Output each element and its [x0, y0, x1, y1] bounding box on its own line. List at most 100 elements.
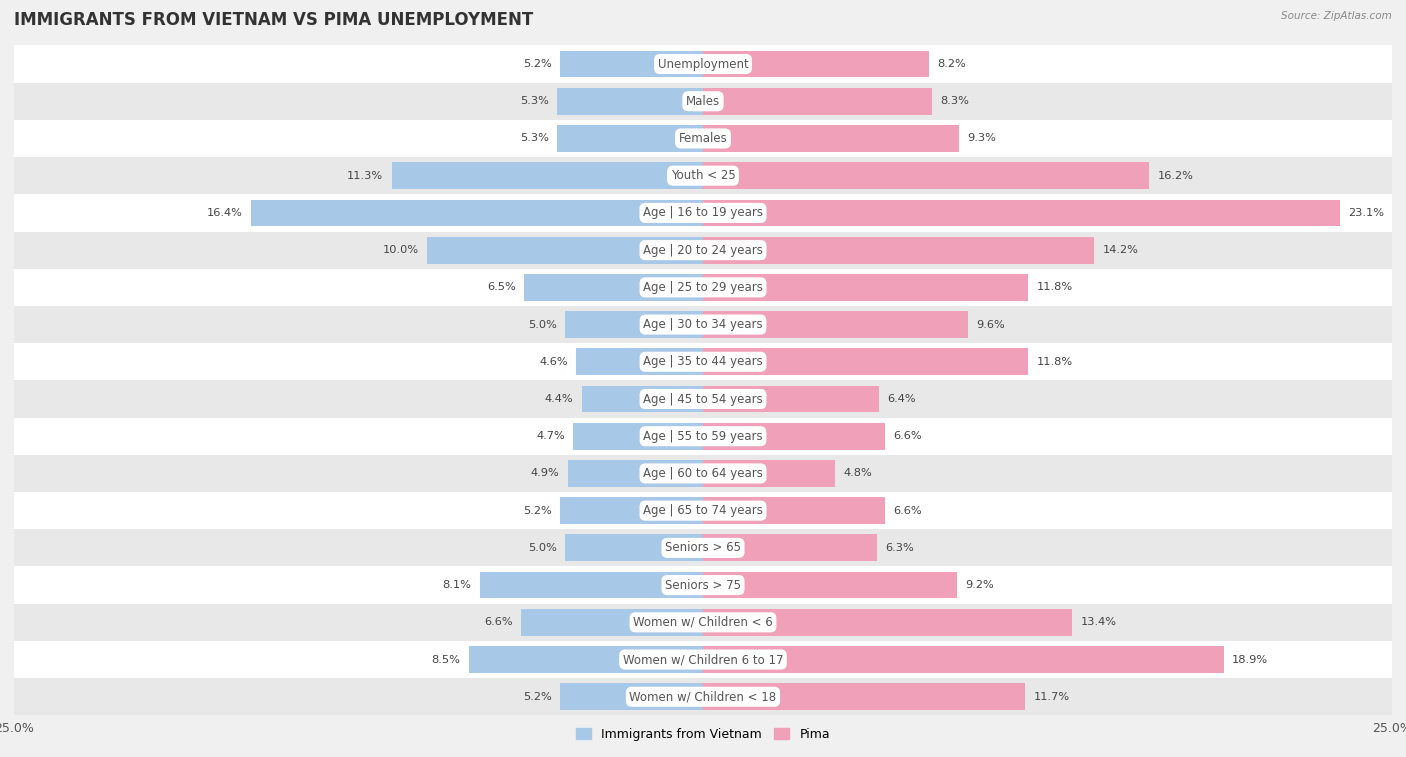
Text: 23.1%: 23.1%	[1348, 208, 1384, 218]
Bar	[522, 609, 703, 636]
Bar	[576, 348, 703, 375]
Text: Unemployment: Unemployment	[658, 58, 748, 70]
Text: Age | 65 to 74 years: Age | 65 to 74 years	[643, 504, 763, 517]
Text: Males: Males	[686, 95, 720, 107]
Bar	[14, 566, 1392, 604]
Bar	[14, 529, 1392, 566]
Text: 4.6%: 4.6%	[540, 357, 568, 367]
Bar	[557, 125, 703, 152]
Bar	[479, 572, 703, 599]
Bar	[703, 162, 1150, 189]
Text: Age | 35 to 44 years: Age | 35 to 44 years	[643, 355, 763, 369]
Bar	[703, 646, 1223, 673]
Bar	[703, 51, 929, 77]
Bar	[524, 274, 703, 301]
Bar	[14, 492, 1392, 529]
Text: 11.7%: 11.7%	[1033, 692, 1070, 702]
Text: 5.2%: 5.2%	[523, 692, 551, 702]
Text: IMMIGRANTS FROM VIETNAM VS PIMA UNEMPLOYMENT: IMMIGRANTS FROM VIETNAM VS PIMA UNEMPLOY…	[14, 11, 533, 30]
Text: 4.8%: 4.8%	[844, 469, 872, 478]
Text: Women w/ Children 6 to 17: Women w/ Children 6 to 17	[623, 653, 783, 666]
Text: Age | 16 to 19 years: Age | 16 to 19 years	[643, 207, 763, 220]
Bar	[557, 88, 703, 114]
Bar	[14, 232, 1392, 269]
Text: 16.4%: 16.4%	[207, 208, 243, 218]
Bar	[14, 306, 1392, 343]
Bar	[560, 51, 703, 77]
Legend: Immigrants from Vietnam, Pima: Immigrants from Vietnam, Pima	[571, 723, 835, 746]
Text: 11.3%: 11.3%	[347, 170, 384, 181]
Text: 6.4%: 6.4%	[887, 394, 917, 404]
Bar	[468, 646, 703, 673]
Bar	[560, 684, 703, 710]
Text: 13.4%: 13.4%	[1081, 617, 1116, 628]
Bar	[703, 200, 1340, 226]
Text: 5.0%: 5.0%	[529, 319, 557, 329]
Text: 9.2%: 9.2%	[965, 580, 994, 590]
Bar	[14, 269, 1392, 306]
Bar	[703, 237, 1094, 263]
Text: 14.2%: 14.2%	[1102, 245, 1139, 255]
Bar	[14, 157, 1392, 195]
Bar	[252, 200, 703, 226]
Bar	[703, 348, 1028, 375]
Bar	[14, 83, 1392, 120]
Bar	[703, 609, 1073, 636]
Text: 6.5%: 6.5%	[486, 282, 516, 292]
Text: Age | 30 to 34 years: Age | 30 to 34 years	[643, 318, 763, 331]
Bar	[14, 641, 1392, 678]
Bar	[14, 195, 1392, 232]
Bar	[565, 534, 703, 561]
Text: 16.2%: 16.2%	[1157, 170, 1194, 181]
Text: 18.9%: 18.9%	[1232, 655, 1268, 665]
Text: Seniors > 65: Seniors > 65	[665, 541, 741, 554]
Text: Source: ZipAtlas.com: Source: ZipAtlas.com	[1281, 11, 1392, 21]
Bar	[703, 385, 879, 413]
Bar	[568, 460, 703, 487]
Bar	[14, 381, 1392, 418]
Bar	[14, 45, 1392, 83]
Text: Age | 55 to 59 years: Age | 55 to 59 years	[643, 430, 763, 443]
Text: Females: Females	[679, 132, 727, 145]
Bar	[703, 88, 932, 114]
Text: 5.3%: 5.3%	[520, 133, 548, 144]
Bar	[14, 120, 1392, 157]
Bar	[392, 162, 703, 189]
Text: 6.6%: 6.6%	[484, 617, 513, 628]
Text: Age | 45 to 54 years: Age | 45 to 54 years	[643, 392, 763, 406]
Bar	[565, 311, 703, 338]
Bar	[427, 237, 703, 263]
Text: 9.6%: 9.6%	[976, 319, 1004, 329]
Text: 10.0%: 10.0%	[382, 245, 419, 255]
Bar	[574, 423, 703, 450]
Bar	[703, 423, 884, 450]
Bar	[703, 572, 956, 599]
Text: Women w/ Children < 18: Women w/ Children < 18	[630, 690, 776, 703]
Bar	[703, 684, 1025, 710]
Text: Youth < 25: Youth < 25	[671, 169, 735, 182]
Bar	[14, 604, 1392, 641]
Text: Seniors > 75: Seniors > 75	[665, 578, 741, 592]
Text: 11.8%: 11.8%	[1036, 282, 1073, 292]
Bar	[14, 343, 1392, 381]
Text: Women w/ Children < 6: Women w/ Children < 6	[633, 615, 773, 629]
Bar	[703, 534, 876, 561]
Bar	[703, 311, 967, 338]
Text: 4.7%: 4.7%	[537, 431, 565, 441]
Text: 4.9%: 4.9%	[531, 469, 560, 478]
Text: 8.1%: 8.1%	[443, 580, 471, 590]
Text: Age | 25 to 29 years: Age | 25 to 29 years	[643, 281, 763, 294]
Text: 6.6%: 6.6%	[893, 431, 922, 441]
Text: 6.6%: 6.6%	[893, 506, 922, 516]
Bar	[14, 418, 1392, 455]
Text: 6.3%: 6.3%	[884, 543, 914, 553]
Text: 5.3%: 5.3%	[520, 96, 548, 106]
Bar	[14, 455, 1392, 492]
Bar	[703, 125, 959, 152]
Text: 11.8%: 11.8%	[1036, 357, 1073, 367]
Text: 4.4%: 4.4%	[546, 394, 574, 404]
Bar	[703, 274, 1028, 301]
Bar	[560, 497, 703, 524]
Bar	[703, 460, 835, 487]
Text: 8.3%: 8.3%	[941, 96, 969, 106]
